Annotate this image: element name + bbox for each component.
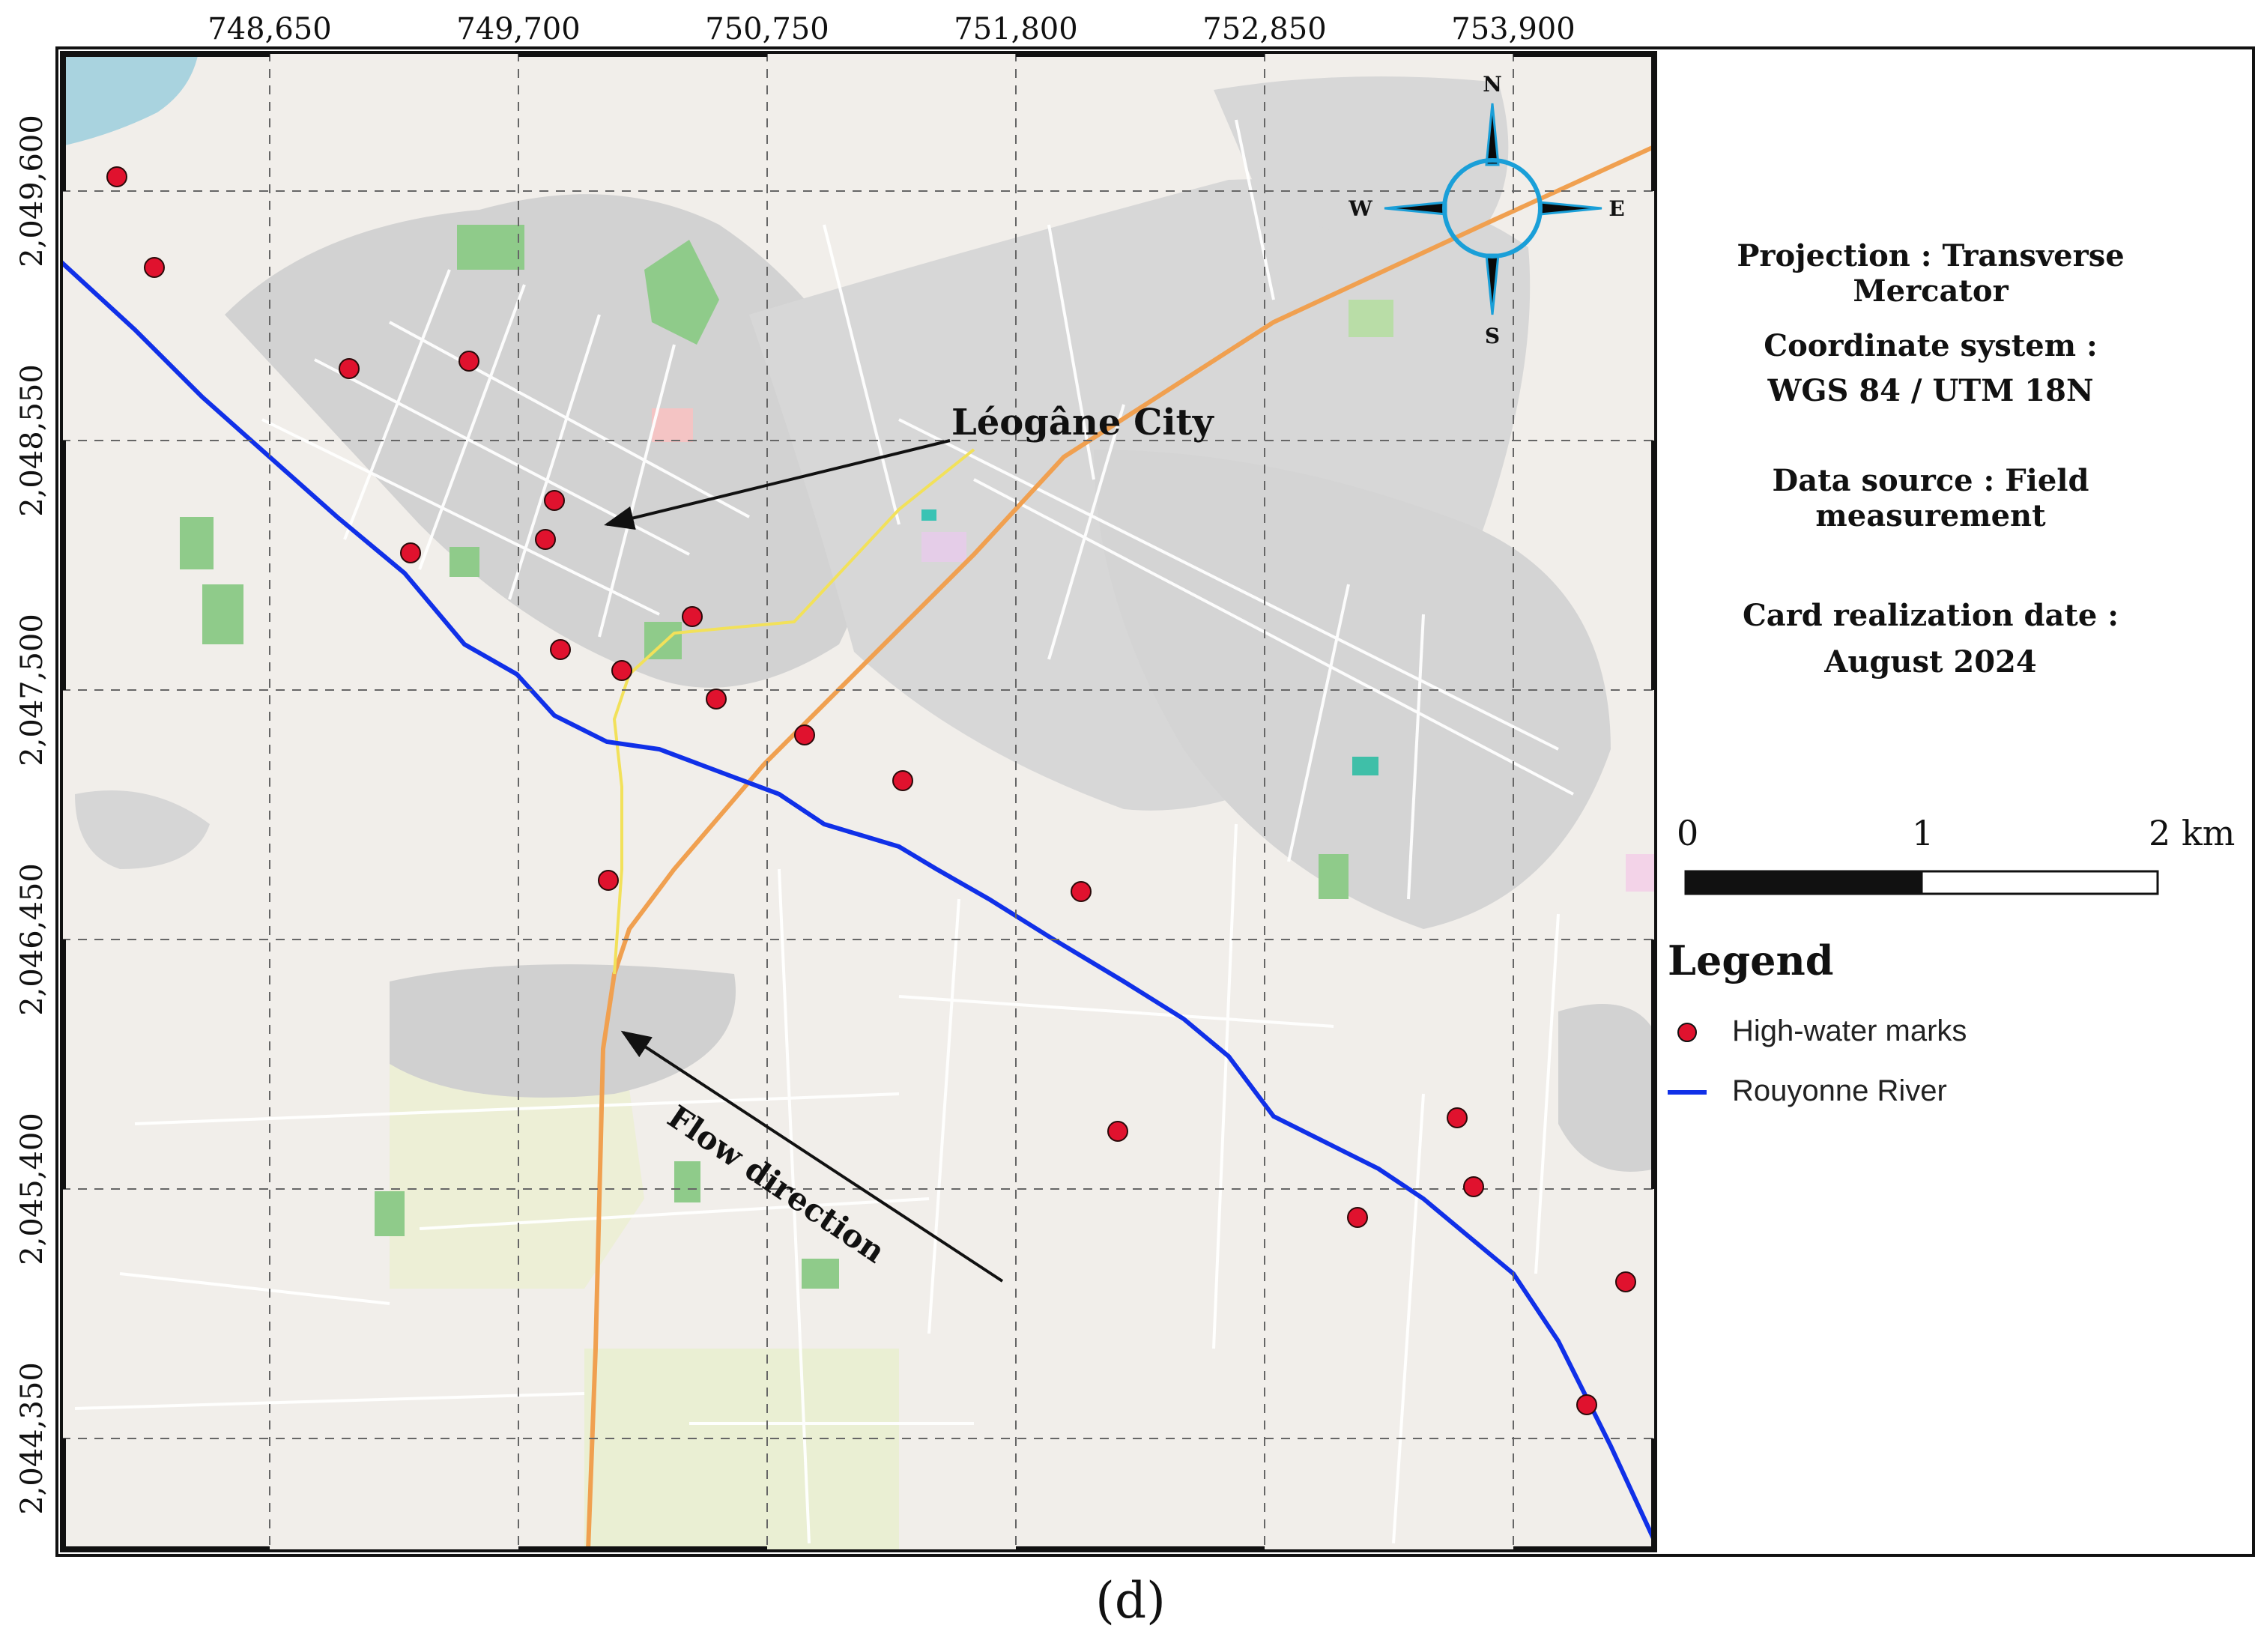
scale-label-1: 1 [1912,813,1934,853]
legend-mark-symbol [1677,1023,1697,1042]
high-water-mark [535,529,556,550]
map-info-panel: Projection : Transverse Mercator Coordin… [1657,52,2204,1551]
y-tick-label: 2,045,400 [15,1113,49,1265]
x-axis-ticks: 748,650 749,700 750,750 751,800 752,850 753,9… [208,12,1575,46]
high-water-mark [1447,1107,1468,1128]
high-water-mark [458,351,479,372]
urban-area [225,194,880,688]
x-tick-label: 751,800 [954,12,1077,46]
vegetation-patch [674,1161,700,1202]
legend-item-river: Rouyonne River [1732,1074,1947,1107]
high-water-mark [794,724,815,745]
compass-s: S [1485,324,1500,348]
compass-n: N [1483,72,1502,97]
x-tick-label: 750,750 [705,12,829,46]
compass-rose-icon [1384,103,1602,315]
high-water-mark [1576,1394,1597,1415]
y-tick-label: 2,046,450 [15,863,49,1016]
high-water-mark [706,689,727,709]
high-water-mark [1463,1176,1484,1197]
high-water-mark [1071,881,1092,902]
high-water-mark [550,639,571,660]
vegetation-patch [450,547,479,577]
vegetation-patch [375,1191,405,1236]
x-tick-label: 752,850 [1202,12,1326,46]
high-water-mark [544,490,565,511]
y-tick-label: 2,044,350 [15,1362,49,1515]
compass-e: E [1608,196,1624,221]
high-water-mark [892,770,913,791]
x-tick-label: 749,700 [456,12,580,46]
farmland-area [584,1349,899,1551]
projection-text: Projection : Transverse Mercator [1737,238,2125,309]
scale-label-0: 0 [1677,813,1699,853]
high-water-mark [1107,1121,1128,1142]
high-water-mark [1615,1271,1636,1292]
basemap [61,52,1656,1551]
high-water-mark [682,606,703,627]
sea-area [61,52,199,146]
vegetation-patch [802,1259,839,1289]
x-tick-label: 748,650 [208,12,331,46]
coord-system-label: Coordinate system : [1764,328,2098,363]
y-tick-label: 2,048,550 [15,364,49,517]
legend-title: Legend [1668,937,1834,984]
high-water-mark [400,542,421,563]
vegetation-patch [180,517,214,569]
high-water-mark [106,166,127,187]
high-water-mark [144,257,165,278]
scale-bar-black [1684,870,1923,895]
main-road [586,144,1656,1551]
landuse-patch [921,509,936,521]
city-arrow [604,439,951,530]
scale-label-2: 2 km [2149,813,2236,853]
vegetation-patch [457,225,524,270]
landuse-patch [921,532,966,562]
high-water-mark [339,358,360,379]
farmland-area [390,1034,644,1289]
high-water-marks [106,166,1636,1415]
landuse-patch [1626,854,1656,892]
x-tick-label: 753,900 [1451,12,1575,46]
graduated-border [60,51,1657,1552]
rouyonne-river [61,260,1656,1545]
y-axis-ticks: 2,049,600 2,048,550 2,047,500 2,046,450 2,04… [15,115,49,1515]
urban-area [390,964,736,1098]
high-water-mark [611,660,632,681]
flow-direction-arrow [620,1030,1004,1283]
coord-system-value: WGS 84 / UTM 18N [1767,373,2094,408]
scale-bar-white [1920,870,2159,895]
date-label: Card realization date : [1742,598,2119,633]
landuse-patch [1352,757,1378,775]
y-tick-label: 2,049,600 [15,115,49,267]
vegetation-patch [1349,300,1393,337]
vegetation-patch [644,240,719,345]
landuse-patch [652,408,693,442]
high-water-mark [1347,1207,1368,1228]
y-tick-label: 2,047,500 [15,614,49,766]
figure-caption: (d) [1095,1572,1166,1630]
vegetation-patch [1319,854,1349,899]
high-water-mark [598,870,619,891]
grid-lines [61,52,1656,1551]
map-frame [60,51,1657,1552]
legend-item-marks: High-water marks [1732,1014,1967,1047]
date-value: August 2024 [1824,644,2037,680]
urban-area [75,790,210,869]
compass-w: W [1348,196,1372,221]
data-source-text: Data source : Field measurement [1772,463,2089,533]
city-label: Léogâne City [951,402,1215,444]
urban-area [1558,1004,1656,1172]
vegetation-patch [202,584,243,644]
